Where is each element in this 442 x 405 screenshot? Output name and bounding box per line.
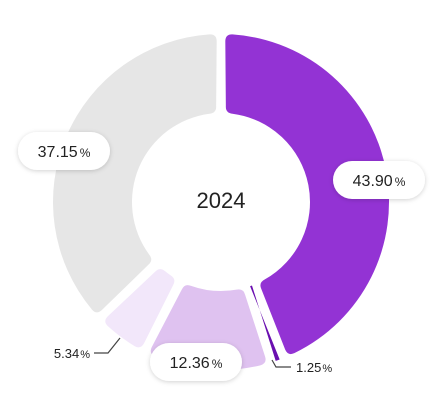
slice-1 bbox=[225, 34, 390, 355]
slice-5 bbox=[52, 34, 217, 313]
data-label-unit: % bbox=[322, 363, 332, 375]
data-label-unit: % bbox=[395, 175, 406, 189]
slice-2 bbox=[250, 285, 280, 361]
data-label-text: 5.34% bbox=[54, 346, 90, 361]
data-label-1: 43.90% bbox=[333, 161, 425, 199]
data-label-text: 43.90% bbox=[353, 173, 406, 190]
leader-line bbox=[271, 359, 291, 368]
labels-layer: 43.90 %1.25%12.36 %5.34%37.15% bbox=[18, 132, 425, 381]
data-label-value: 37.15 bbox=[38, 144, 78, 161]
data-label-value: 1.25 bbox=[296, 360, 321, 375]
center-label: 2024 bbox=[197, 188, 246, 213]
data-label-text: 37.15% bbox=[38, 144, 91, 161]
data-label-text: 12.36% bbox=[170, 355, 223, 372]
data-label-unit: % bbox=[80, 349, 90, 361]
data-label-pill bbox=[150, 343, 242, 381]
data-label-pill bbox=[18, 132, 110, 170]
slices-layer bbox=[52, 34, 390, 370]
data-label-unit: % bbox=[80, 146, 91, 160]
leader-line bbox=[94, 337, 121, 354]
data-label-unit: % bbox=[212, 357, 223, 371]
data-label-pill bbox=[333, 161, 425, 199]
data-label-4: 5.34% bbox=[54, 337, 121, 361]
slice-4 bbox=[105, 269, 175, 348]
data-label-3: 12.36% bbox=[150, 343, 242, 381]
data-label-value: 12.36 bbox=[170, 355, 210, 372]
data-label-value: 5.34 bbox=[54, 346, 79, 361]
data-label-text: 1.25% bbox=[296, 360, 332, 375]
data-label-5: 37.15% bbox=[18, 132, 110, 170]
data-label-2: 1.25% bbox=[271, 359, 332, 375]
data-label-value: 43.90 bbox=[353, 173, 393, 190]
